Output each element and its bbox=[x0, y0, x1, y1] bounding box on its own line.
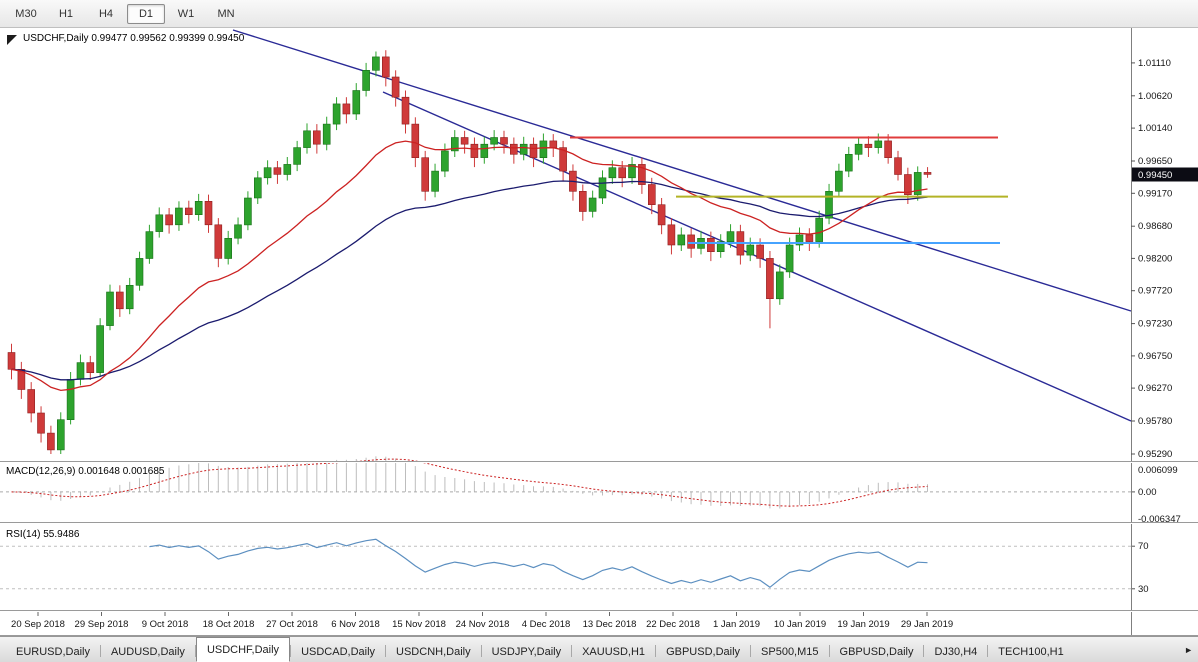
tab-separator bbox=[923, 645, 925, 657]
tab-separator bbox=[828, 645, 830, 657]
chart-tab-usdcad-daily[interactable]: USDCAD,Daily bbox=[301, 645, 376, 658]
chart-tab-eurusd-daily[interactable]: EURUSD,Daily bbox=[16, 645, 90, 658]
macd-values: 0.001648 0.001685 bbox=[78, 466, 165, 477]
price-axis[interactable]: 1.01110 1.00620 1.00140 0.99650 0.99170 0.986… bbox=[1131, 28, 1198, 636]
svg-text:0.96750: 0.96750 bbox=[1138, 351, 1172, 362]
timeframe-toolbar: M30 H1 H4 D1 W1 MN bbox=[0, 0, 1198, 28]
chart-tab-dj30-h4[interactable]: DJ30,H4 bbox=[934, 645, 978, 658]
chart-symbol-label: USDCHF,Daily bbox=[23, 33, 89, 44]
svg-text:24 Nov 2018: 24 Nov 2018 bbox=[456, 619, 510, 630]
rsi-name: RSI(14) bbox=[6, 529, 41, 540]
macd-name: MACD(12,26,9) bbox=[6, 466, 76, 477]
chart-tab-gbpusd-daily[interactable]: GBPUSD,Daily bbox=[839, 645, 914, 658]
svg-text:0.99170: 0.99170 bbox=[1138, 188, 1172, 199]
one-click-trading-icon[interactable] bbox=[7, 35, 17, 45]
svg-text:10 Jan 2019: 10 Jan 2019 bbox=[774, 619, 826, 630]
svg-text:9 Oct 2018: 9 Oct 2018 bbox=[142, 619, 188, 630]
macd-panel: 0.006099 0.00 -0.006347 bbox=[0, 456, 1181, 525]
svg-text:20 Sep 2018: 20 Sep 2018 bbox=[11, 619, 65, 630]
svg-text:1.01110: 1.01110 bbox=[1138, 58, 1171, 69]
chart-tabs-bar: EURUSD,Daily AUDUSD,Daily USDCHF,Daily USDC… bbox=[0, 636, 1198, 662]
chart-tab-usdchf-daily[interactable]: USDCHF,Daily bbox=[195, 637, 291, 662]
chart-tab-audusd-daily[interactable]: AUDUSD,Daily bbox=[110, 645, 185, 658]
current-price-badge bbox=[1132, 167, 1198, 182]
svg-text:0.006099: 0.006099 bbox=[1138, 465, 1178, 476]
timeframe-button-m30[interactable]: M30 bbox=[15, 7, 37, 20]
svg-text:27 Oct 2018: 27 Oct 2018 bbox=[266, 619, 318, 630]
horizontal-level-lines[interactable] bbox=[570, 136, 1008, 244]
svg-text:0.95290: 0.95290 bbox=[1138, 449, 1172, 460]
svg-text:22 Dec 2018: 22 Dec 2018 bbox=[646, 619, 700, 630]
svg-text:1 Jan 2019: 1 Jan 2019 bbox=[713, 619, 760, 630]
chart-tab-gbpusd-daily[interactable]: GBPUSD,Daily bbox=[666, 645, 741, 658]
svg-text:70: 70 bbox=[1138, 541, 1149, 552]
tab-separator bbox=[194, 645, 196, 657]
svg-text:0.97230: 0.97230 bbox=[1138, 319, 1172, 330]
svg-text:13 Dec 2018: 13 Dec 2018 bbox=[583, 619, 637, 630]
chart-title: USDCHF,Daily 0.99477 0.99562 0.99399 0.9… bbox=[23, 33, 244, 44]
moving-averages bbox=[11, 140, 928, 392]
tab-separator bbox=[571, 645, 573, 657]
svg-text:0.00: 0.00 bbox=[1138, 487, 1157, 498]
svg-text:15 Nov 2018: 15 Nov 2018 bbox=[392, 619, 446, 630]
svg-text:0.98680: 0.98680 bbox=[1138, 221, 1172, 232]
macd-indicator-label: MACD(12,26,9) 0.001648 0.001685 bbox=[6, 466, 164, 477]
timeframe-button-d1[interactable]: D1 bbox=[127, 3, 165, 24]
chart-tab-usdjpy-daily[interactable]: USDJPY,Daily bbox=[491, 645, 562, 658]
svg-text:18 Oct 2018: 18 Oct 2018 bbox=[203, 619, 255, 630]
rsi-panel: 70 30 bbox=[0, 538, 1149, 595]
rsi-value: 55.9486 bbox=[43, 529, 80, 540]
tab-separator bbox=[99, 645, 101, 657]
tab-separator bbox=[290, 645, 292, 657]
chart-canvas[interactable]: 0.006099 0.00 -0.006347 70 30 20 Sep 2018 29 S… bbox=[0, 0, 1198, 640]
svg-text:0.96270: 0.96270 bbox=[1138, 383, 1172, 394]
panel-separators bbox=[0, 461, 1198, 636]
tab-separator bbox=[655, 645, 657, 657]
chart-ohlc-values: 0.99477 0.99562 0.99399 0.99450 bbox=[91, 33, 245, 44]
svg-text:29 Jan 2019: 29 Jan 2019 bbox=[901, 619, 953, 630]
candles bbox=[7, 50, 932, 454]
chart-tab-xauusd-h1[interactable]: XAUUSD,H1 bbox=[582, 645, 646, 658]
svg-text:1.00140: 1.00140 bbox=[1138, 123, 1172, 134]
rsi-indicator-label: RSI(14) 55.9486 bbox=[6, 529, 79, 540]
svg-text:0.97720: 0.97720 bbox=[1138, 286, 1172, 297]
timeframe-button-h1[interactable]: H1 bbox=[58, 7, 74, 20]
timeframe-button-h4[interactable]: H4 bbox=[98, 7, 114, 20]
date-axis[interactable]: 20 Sep 2018 29 Sep 2018 9 Oct 2018 18 Oct 2… bbox=[11, 612, 953, 630]
timeframe-button-mn[interactable]: MN bbox=[217, 7, 235, 20]
chart-tab-usdcnh-daily[interactable]: USDCNH,Daily bbox=[396, 645, 471, 658]
svg-text:30: 30 bbox=[1138, 584, 1149, 595]
svg-text:0.99650: 0.99650 bbox=[1138, 156, 1172, 167]
timeframe-button-w1[interactable]: W1 bbox=[177, 7, 195, 20]
svg-text:0.99450: 0.99450 bbox=[1138, 170, 1172, 181]
tab-separator bbox=[750, 645, 752, 657]
svg-text:1.00620: 1.00620 bbox=[1138, 91, 1172, 102]
svg-text:0.98200: 0.98200 bbox=[1138, 253, 1172, 264]
tab-separator bbox=[987, 645, 989, 657]
svg-text:29 Sep 2018: 29 Sep 2018 bbox=[75, 619, 129, 630]
chart-tab-tech100-h1[interactable]: TECH100,H1 bbox=[998, 645, 1064, 658]
tab-scroll-right-icon[interactable]: ► bbox=[1184, 645, 1193, 655]
svg-text:19 Jan 2019: 19 Jan 2019 bbox=[837, 619, 889, 630]
svg-text:-0.006347: -0.006347 bbox=[1138, 514, 1181, 525]
tab-separator bbox=[385, 645, 387, 657]
svg-text:0.95780: 0.95780 bbox=[1138, 416, 1172, 427]
chart-tab-sp500-m15[interactable]: SP500,M15 bbox=[761, 645, 819, 658]
tab-separator bbox=[480, 645, 482, 657]
svg-text:6 Nov 2018: 6 Nov 2018 bbox=[331, 619, 380, 630]
svg-text:4 Dec 2018: 4 Dec 2018 bbox=[522, 619, 571, 630]
